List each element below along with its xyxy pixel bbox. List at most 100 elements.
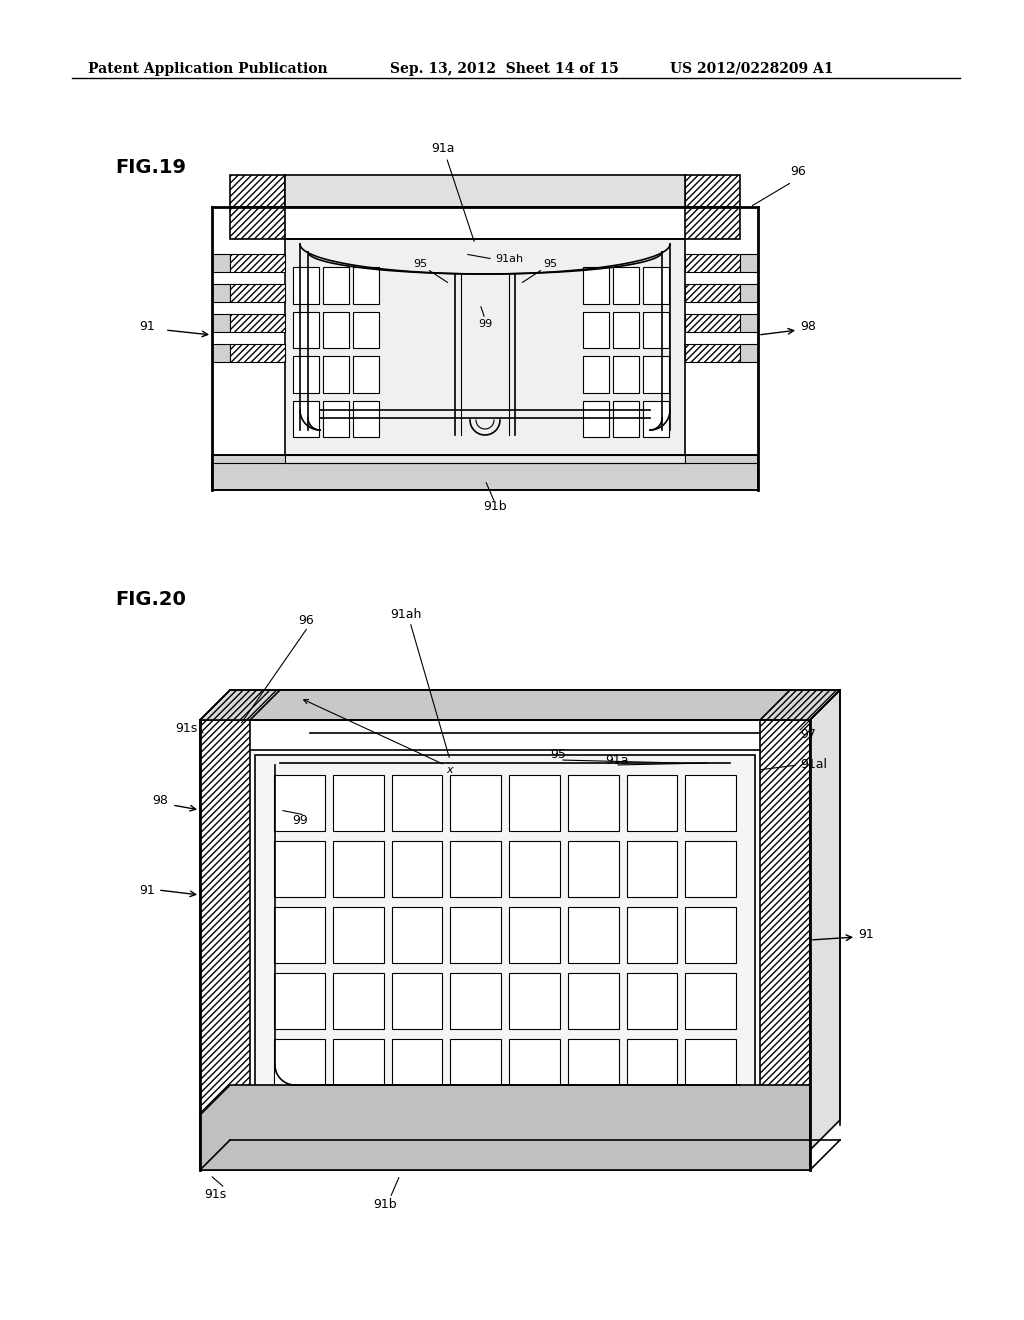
- Text: 91b: 91b: [373, 1199, 397, 1212]
- Text: FIG.19: FIG.19: [115, 158, 186, 177]
- Bar: [451, 775, 501, 832]
- Bar: [627, 907, 677, 964]
- Bar: [613, 356, 639, 392]
- Bar: [567, 841, 618, 898]
- Text: 96: 96: [298, 614, 313, 627]
- Text: 91a: 91a: [431, 141, 474, 242]
- Bar: [685, 841, 736, 898]
- Bar: [613, 400, 639, 437]
- Polygon shape: [200, 1085, 840, 1170]
- Bar: [627, 1039, 677, 1096]
- Bar: [509, 973, 560, 1030]
- Bar: [274, 1039, 325, 1096]
- Text: 95: 95: [413, 259, 427, 269]
- Bar: [333, 907, 384, 964]
- Bar: [451, 973, 501, 1030]
- Bar: [740, 345, 758, 362]
- Bar: [451, 1039, 501, 1096]
- Bar: [643, 312, 669, 348]
- Bar: [323, 400, 349, 437]
- Bar: [293, 356, 319, 392]
- Bar: [685, 345, 740, 362]
- Bar: [567, 775, 618, 832]
- Text: 91al: 91al: [800, 759, 827, 771]
- Bar: [685, 176, 740, 207]
- Bar: [230, 253, 285, 272]
- Bar: [230, 207, 285, 239]
- Bar: [274, 973, 325, 1030]
- Bar: [274, 841, 325, 898]
- Bar: [333, 775, 384, 832]
- Text: 96: 96: [790, 165, 806, 178]
- Bar: [285, 176, 685, 207]
- Bar: [323, 267, 349, 304]
- Bar: [293, 312, 319, 348]
- Bar: [333, 1039, 384, 1096]
- Bar: [293, 400, 319, 437]
- Text: 98: 98: [153, 793, 168, 807]
- Text: 95: 95: [543, 259, 557, 269]
- Bar: [583, 400, 609, 437]
- Bar: [230, 176, 285, 207]
- Text: US 2012/0228209 A1: US 2012/0228209 A1: [670, 62, 834, 77]
- Bar: [583, 267, 609, 304]
- Bar: [740, 284, 758, 302]
- Bar: [685, 775, 736, 832]
- Bar: [391, 841, 442, 898]
- Bar: [230, 314, 285, 333]
- Bar: [212, 345, 230, 362]
- Text: 91ah: 91ah: [495, 253, 523, 264]
- Text: 91ah: 91ah: [390, 609, 421, 622]
- Bar: [333, 973, 384, 1030]
- Bar: [613, 267, 639, 304]
- Text: 91s: 91s: [176, 722, 198, 734]
- Text: 91s: 91s: [204, 1188, 226, 1201]
- Bar: [391, 1039, 442, 1096]
- Polygon shape: [760, 719, 810, 1155]
- Bar: [613, 312, 639, 348]
- Polygon shape: [255, 755, 755, 1115]
- Bar: [685, 907, 736, 964]
- Bar: [583, 356, 609, 392]
- Bar: [323, 356, 349, 392]
- Text: 99: 99: [478, 319, 493, 329]
- Bar: [451, 907, 501, 964]
- Bar: [353, 356, 379, 392]
- Bar: [509, 907, 560, 964]
- Bar: [323, 312, 349, 348]
- Text: 98: 98: [800, 319, 816, 333]
- Bar: [451, 841, 501, 898]
- Bar: [685, 314, 740, 333]
- Text: 91b: 91b: [483, 500, 507, 513]
- Bar: [627, 841, 677, 898]
- Bar: [685, 1039, 736, 1096]
- Polygon shape: [250, 690, 790, 719]
- Bar: [391, 973, 442, 1030]
- Bar: [230, 345, 285, 362]
- Bar: [353, 400, 379, 437]
- Bar: [509, 775, 560, 832]
- Polygon shape: [810, 690, 840, 1150]
- Bar: [285, 455, 685, 463]
- Bar: [740, 253, 758, 272]
- Text: 97: 97: [800, 729, 816, 742]
- Bar: [685, 973, 736, 1030]
- Bar: [509, 841, 560, 898]
- Bar: [391, 907, 442, 964]
- Bar: [212, 455, 758, 490]
- Bar: [391, 775, 442, 832]
- Bar: [567, 1039, 618, 1096]
- Bar: [293, 267, 319, 304]
- Bar: [212, 314, 230, 333]
- Bar: [274, 775, 325, 832]
- Text: Sep. 13, 2012  Sheet 14 of 15: Sep. 13, 2012 Sheet 14 of 15: [390, 62, 618, 77]
- Bar: [274, 907, 325, 964]
- Bar: [567, 907, 618, 964]
- Polygon shape: [200, 690, 840, 719]
- Bar: [583, 312, 609, 348]
- Bar: [230, 284, 285, 302]
- Text: 95: 95: [550, 748, 566, 762]
- Bar: [212, 253, 230, 272]
- Bar: [509, 1039, 560, 1096]
- Text: 91: 91: [858, 928, 873, 941]
